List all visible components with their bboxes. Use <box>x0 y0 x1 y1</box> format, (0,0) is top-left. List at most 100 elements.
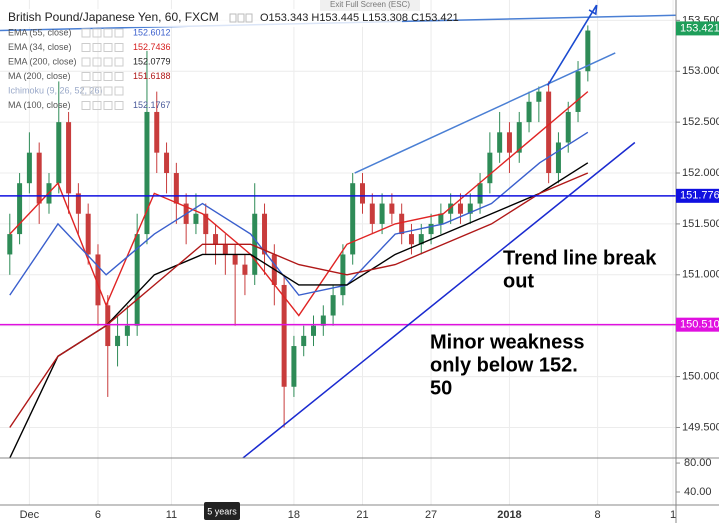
candle-body <box>340 254 346 296</box>
annotation: 50 <box>430 377 452 399</box>
moving-average <box>9 91 589 317</box>
x-tick-label: 18 <box>288 509 300 521</box>
trend-line <box>354 52 616 174</box>
x-tick-label: 27 <box>425 509 437 521</box>
range-badge-bg <box>204 502 240 520</box>
candle-body <box>457 203 463 214</box>
candle-body <box>311 325 317 336</box>
legend-icon <box>103 101 113 110</box>
legend-icon <box>114 72 124 81</box>
annotation: Trend line break <box>503 247 657 269</box>
legend-icon <box>81 101 91 110</box>
candle-body <box>438 213 444 224</box>
candle-body <box>56 122 62 184</box>
arrow <box>546 4 598 86</box>
legend-icon <box>229 13 237 23</box>
candle-body <box>232 254 238 265</box>
legend-icon <box>92 28 102 38</box>
candle-body <box>565 111 571 143</box>
legend-icon <box>81 72 91 81</box>
candle-body <box>369 203 375 224</box>
arrow-head <box>588 5 598 16</box>
indicator-name: EMA (55, close) <box>8 27 72 37</box>
candle-body <box>526 101 532 123</box>
legend-icon <box>81 86 91 96</box>
candle-body <box>193 213 199 224</box>
level-label: 150.510 <box>680 319 719 331</box>
indicator-value: 152.7436 <box>133 42 171 52</box>
legend-icon <box>81 28 91 38</box>
candle-body <box>320 315 326 326</box>
candle-body <box>359 183 365 204</box>
candle-body <box>585 30 591 72</box>
legend-icon <box>81 57 91 67</box>
legend-icon <box>92 101 102 110</box>
tooltip-bg <box>320 0 420 11</box>
candle-body <box>281 284 287 387</box>
candle-body <box>497 132 503 153</box>
level-badge <box>676 188 719 203</box>
y-tick-label: 152.500 <box>682 116 719 128</box>
sub-y-tick-label: 40.00 <box>684 486 712 498</box>
legend-icon <box>103 43 113 52</box>
candle-body <box>448 203 454 214</box>
candle-body <box>75 193 81 214</box>
sub-y-tick-label: 80.00 <box>684 457 712 469</box>
candle-body <box>291 346 297 387</box>
trend-line <box>242 141 636 458</box>
candle-body <box>222 244 228 255</box>
candle-body <box>399 213 405 235</box>
candle-body <box>418 234 424 245</box>
indicator-name: MA (100, close) <box>8 100 71 110</box>
x-tick-label: 8 <box>595 509 601 521</box>
candle-body <box>7 234 13 255</box>
candle-body <box>26 152 32 184</box>
candle-body <box>330 295 336 316</box>
x-tick-label: 2018 <box>497 509 521 521</box>
candle-body <box>467 203 473 214</box>
candle-body <box>252 213 258 275</box>
indicator-name: MA (200, close) <box>8 71 71 81</box>
annotation: out <box>503 270 534 292</box>
indicator-value: 152.6012 <box>133 27 171 37</box>
y-tick-label: 150.000 <box>682 370 719 382</box>
y-tick-label: 153.000 <box>682 65 719 77</box>
legend-icon <box>245 13 253 23</box>
candle-body <box>95 254 101 306</box>
legend-icon <box>92 57 102 67</box>
candle-body <box>546 91 552 174</box>
legend-icon <box>114 57 124 67</box>
range-badge: 5 years <box>207 506 237 516</box>
ohlc-label: O153.343 H153.445 L153.308 C153.421 <box>260 12 459 24</box>
candle-body <box>575 71 581 112</box>
candle-body <box>105 305 111 347</box>
candle-body <box>115 335 121 347</box>
candle-body <box>144 111 150 235</box>
candle-body <box>203 213 209 235</box>
annotation: only below 152. <box>430 354 578 376</box>
legend-icon <box>92 86 102 96</box>
candle-body <box>477 183 483 204</box>
candle-body <box>134 234 140 326</box>
indicator-name: EMA (200, close) <box>8 56 77 66</box>
legend-icon <box>103 86 113 96</box>
level-label: 151.776 <box>680 190 719 202</box>
candle-body <box>213 234 219 245</box>
chart-title: British Pound/Japanese Yen, 60, FXCM <box>8 10 219 24</box>
candle-body <box>379 203 385 224</box>
candle-body <box>516 122 522 153</box>
legend-icon <box>237 13 245 23</box>
candle-body <box>66 122 72 194</box>
candle-body <box>242 264 248 275</box>
indicator-name: Ichimoku (9, 26, 52, 26) <box>8 85 103 95</box>
x-tick-label: 21 <box>356 509 368 521</box>
plot-area <box>0 14 676 458</box>
legend-icon <box>92 43 102 52</box>
candle-body <box>85 213 91 255</box>
tooltip: Exit Full Screen (ESC) <box>330 0 410 9</box>
candle-body <box>536 91 542 102</box>
candle-body <box>262 213 268 255</box>
candle-body <box>389 203 395 214</box>
legend-icon <box>114 43 124 52</box>
candle-body <box>301 335 307 347</box>
